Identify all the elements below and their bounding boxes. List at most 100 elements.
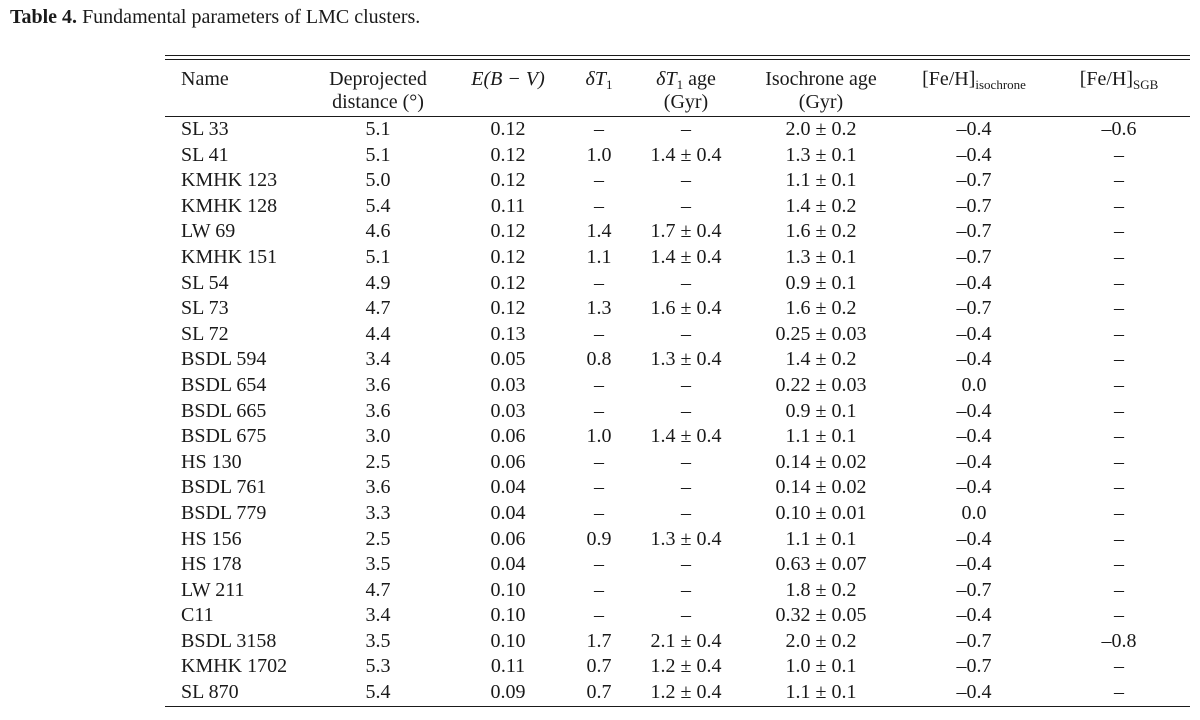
cell-delta-t1-age: 1.2 ± 0.4 <box>650 655 722 678</box>
table-row: HS 178 3.5 0.04 – – 0.63 ± 0.07 –0.4 – <box>165 552 1190 578</box>
table-row: KMHK 123 5.0 0.12 – – 1.1 ± 0.1 –0.7 – <box>165 168 1190 194</box>
cell-name: HS 178 <box>181 553 242 576</box>
cell-reddening: 0.04 <box>490 501 526 524</box>
cell-isochrone-age: 1.6 ± 0.2 <box>785 220 857 243</box>
cell-distance: 2.5 <box>365 450 391 473</box>
cell-delta-t1: – <box>594 271 604 294</box>
table-row: KMHK 1702 5.3 0.11 0.7 1.2 ± 0.4 1.0 ± 0.1 –0.… <box>165 654 1190 680</box>
cell-delta-t1-age: 1.3 ± 0.4 <box>650 348 722 371</box>
cell-isochrone-age: 0.10 ± 0.01 <box>775 501 867 524</box>
cell-feh-sgb: – <box>1114 220 1124 243</box>
cell-delta-t1: 0.7 <box>586 655 612 678</box>
cell-distance: 3.3 <box>365 501 391 524</box>
cell-name: KMHK 1702 <box>181 655 288 678</box>
cell-name: LW 211 <box>181 578 245 601</box>
cell-feh-isochrone: –0.4 <box>956 348 992 371</box>
cell-isochrone-age: 0.22 ± 0.03 <box>775 373 867 396</box>
cell-feh-sgb: – <box>1114 681 1124 704</box>
cell-delta-t1: 1.3 <box>586 297 612 320</box>
cell-isochrone-age: 2.0 ± 0.2 <box>785 629 857 652</box>
cell-feh-sgb: – <box>1114 578 1124 601</box>
cell-delta-t1-age: – <box>681 322 691 345</box>
cell-reddening: 0.06 <box>490 425 526 448</box>
cell-reddening: 0.03 <box>490 373 526 396</box>
table-row: BSDL 654 3.6 0.03 – – 0.22 ± 0.03 0.0 – <box>165 373 1190 399</box>
cell-feh-isochrone: –0.4 <box>956 476 992 499</box>
cell-distance: 3.6 <box>365 373 391 396</box>
table-row: SL 72 4.4 0.13 – – 0.25 ± 0.03 –0.4 – <box>165 322 1190 348</box>
cell-delta-t1: – <box>594 578 604 601</box>
cell-distance: 5.4 <box>365 194 391 217</box>
cell-delta-t1-age: 1.3 ± 0.4 <box>650 527 722 550</box>
cell-delta-t1: – <box>594 322 604 345</box>
cell-feh-isochrone: –0.4 <box>956 527 992 550</box>
cell-reddening: 0.10 <box>490 578 526 601</box>
cell-isochrone-age: 1.6 ± 0.2 <box>785 297 857 320</box>
cell-name: HS 130 <box>181 450 242 473</box>
table-row: KMHK 151 5.1 0.12 1.1 1.4 ± 0.4 1.3 ± 0.1 –0.7… <box>165 245 1190 271</box>
cell-delta-t1-age: 2.1 ± 0.4 <box>650 629 722 652</box>
cell-delta-t1-age: – <box>681 118 691 140</box>
cell-name: BSDL 665 <box>181 399 267 422</box>
cell-distance: 4.9 <box>365 271 391 294</box>
cell-feh-sgb: – <box>1114 399 1124 422</box>
cell-reddening: 0.10 <box>490 604 526 627</box>
cell-reddening: 0.03 <box>490 399 526 422</box>
cell-reddening: 0.12 <box>490 143 526 166</box>
cell-delta-t1: 1.0 <box>586 143 612 166</box>
cell-reddening: 0.06 <box>490 527 526 550</box>
cell-reddening: 0.10 <box>490 629 526 652</box>
cell-isochrone-age: 1.4 ± 0.2 <box>785 194 857 217</box>
cell-delta-t1: – <box>594 399 604 422</box>
cell-delta-t1: – <box>594 450 604 473</box>
cell-feh-sgb: – <box>1114 501 1124 524</box>
cell-delta-t1-age: 1.7 ± 0.4 <box>650 220 722 243</box>
cell-isochrone-age: 0.25 ± 0.03 <box>775 322 867 345</box>
cluster-parameters-table: Name Deprojected distance (°) E(B − V) δ… <box>165 60 1190 116</box>
cell-delta-t1-age: – <box>681 450 691 473</box>
cell-distance: 3.5 <box>365 629 391 652</box>
cell-feh-isochrone: –0.7 <box>956 578 992 601</box>
cell-delta-t1: 1.1 <box>586 245 612 268</box>
cell-name: SL 72 <box>181 322 229 345</box>
cell-delta-t1-age: – <box>681 373 691 396</box>
cell-delta-t1-age: – <box>681 476 691 499</box>
table-row: BSDL 779 3.3 0.04 – – 0.10 ± 0.01 0.0 – <box>165 501 1190 527</box>
cell-reddening: 0.09 <box>490 681 526 704</box>
cell-distance: 3.0 <box>365 425 391 448</box>
cell-feh-isochrone: –0.4 <box>956 399 992 422</box>
table-row: BSDL 761 3.6 0.04 – – 0.14 ± 0.02 –0.4 – <box>165 475 1190 501</box>
table-row: BSDL 665 3.6 0.03 – – 0.9 ± 0.1 –0.4 – <box>165 399 1190 425</box>
cell-name: BSDL 654 <box>181 373 267 396</box>
table-row: SL 54 4.9 0.12 – – 0.9 ± 0.1 –0.4 – <box>165 271 1190 297</box>
cell-feh-sgb: – <box>1114 527 1124 550</box>
cell-name: BSDL 761 <box>181 476 267 499</box>
top-rule <box>165 55 1190 56</box>
cluster-parameters-body: SL 33 5.1 0.12 – – 2.0 ± 0.2 –0.4 –0.6 SL 41 5.1 0… <box>165 117 1190 706</box>
cell-delta-t1-age: – <box>681 553 691 576</box>
table-header: Name Deprojected distance (°) E(B − V) δ… <box>165 60 1190 116</box>
cell-feh-sgb: – <box>1114 297 1124 320</box>
table-label: Table 4. <box>10 6 78 28</box>
cell-delta-t1-age: 1.4 ± 0.4 <box>650 143 722 166</box>
header-feh-sgb: [Fe/H]SGB <box>1079 68 1159 92</box>
cell-distance: 5.4 <box>365 681 391 704</box>
cell-feh-isochrone: –0.7 <box>956 194 992 217</box>
cell-distance: 3.4 <box>365 604 391 627</box>
cell-isochrone-age: 1.1 ± 0.1 <box>785 681 857 704</box>
cell-name: KMHK 123 <box>181 169 278 192</box>
cell-distance: 4.7 <box>365 578 391 601</box>
cell-reddening: 0.12 <box>490 245 526 268</box>
table-row: SL 33 5.1 0.12 – – 2.0 ± 0.2 –0.4 –0.6 <box>165 117 1190 143</box>
table-row: C11 3.4 0.10 – – 0.32 ± 0.05 –0.4 – <box>165 603 1190 629</box>
table-row: HS 156 2.5 0.06 0.9 1.3 ± 0.4 1.1 ± 0.1 –0.4 – <box>165 527 1190 553</box>
cell-feh-isochrone: –0.7 <box>956 169 992 192</box>
cell-reddening: 0.13 <box>490 322 526 345</box>
header-name: Name <box>181 68 229 90</box>
table-row: SL 41 5.1 0.12 1.0 1.4 ± 0.4 1.3 ± 0.1 –0.4 – <box>165 143 1190 169</box>
cell-feh-isochrone: –0.7 <box>956 245 992 268</box>
cell-delta-t1: – <box>594 553 604 576</box>
cell-feh-sgb: – <box>1114 348 1124 371</box>
cell-distance: 3.6 <box>365 476 391 499</box>
cell-delta-t1: – <box>594 194 604 217</box>
